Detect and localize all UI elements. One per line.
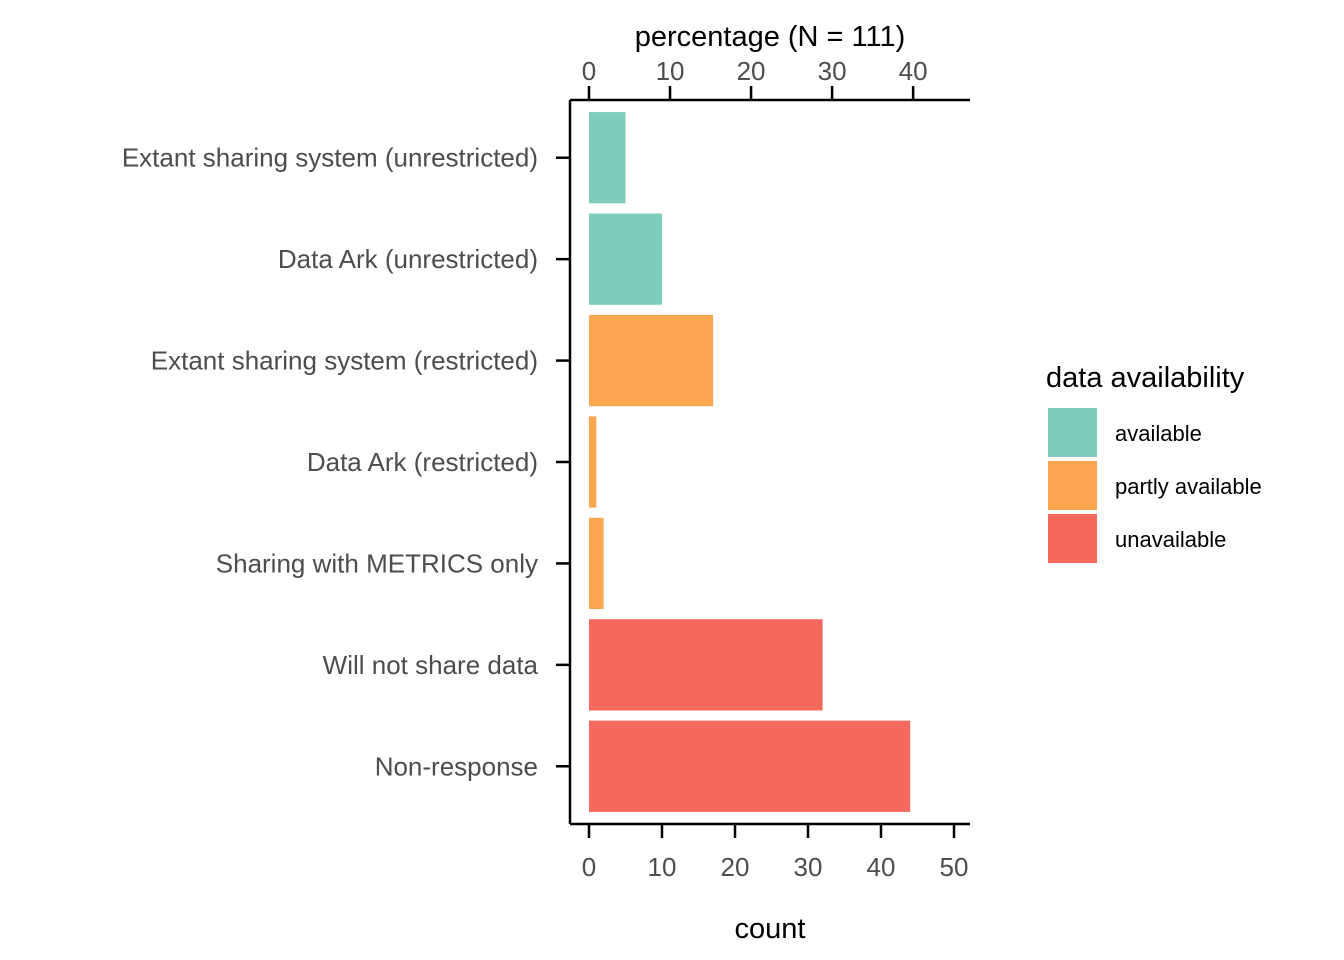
bar-3 — [589, 314, 714, 407]
category-axis: Extant sharing system (unrestricted) Data… — [122, 100, 572, 824]
legend-label: unavailable — [1115, 527, 1226, 552]
category-label: Extant sharing system (unrestricted) — [122, 143, 538, 173]
legend: data availability available partly availa… — [1046, 362, 1262, 563]
count-tick-label: 0 — [582, 852, 596, 882]
percentage-tick-label: 40 — [899, 56, 928, 86]
legend-swatch — [1048, 461, 1097, 510]
legend-title: data availability — [1046, 362, 1245, 394]
bar-6 — [589, 619, 823, 711]
x-axis-title: count — [735, 913, 806, 945]
percentage-tick-label: 30 — [818, 56, 847, 86]
legend-swatch — [1048, 514, 1097, 563]
secondary-x-axis-title: percentage (N = 111) — [635, 21, 906, 53]
bar-4 — [589, 416, 597, 508]
category-label: Data Ark (unrestricted) — [278, 244, 538, 274]
category-label: Data Ark (restricted) — [307, 447, 538, 477]
legend-swatch — [1048, 408, 1097, 457]
count-tick-label: 40 — [867, 852, 896, 882]
bar-1 — [589, 112, 626, 204]
legend-label: available — [1115, 421, 1202, 446]
category-label: Extant sharing system (restricted) — [151, 346, 538, 376]
count-tick-label: 20 — [721, 852, 750, 882]
count-axis: 0 10 20 30 40 50 — [570, 822, 970, 882]
count-tick-label: 50 — [940, 852, 969, 882]
category-label: Will not share data — [323, 650, 539, 680]
bar-2 — [589, 213, 662, 305]
count-tick-label: 10 — [648, 852, 677, 882]
legend-label: partly available — [1115, 474, 1262, 499]
percentage-tick-label: 0 — [582, 56, 596, 86]
bars-group — [589, 112, 911, 812]
bar-5 — [589, 517, 604, 610]
category-label: Non-response — [375, 751, 538, 781]
percentage-tick-label: 10 — [656, 56, 685, 86]
category-label: Sharing with METRICS only — [216, 548, 538, 578]
percentage-tick-label: 20 — [737, 56, 766, 86]
bar-7 — [589, 720, 911, 812]
percentage-axis: 0 10 20 30 40 — [570, 56, 970, 102]
count-tick-label: 30 — [794, 852, 823, 882]
